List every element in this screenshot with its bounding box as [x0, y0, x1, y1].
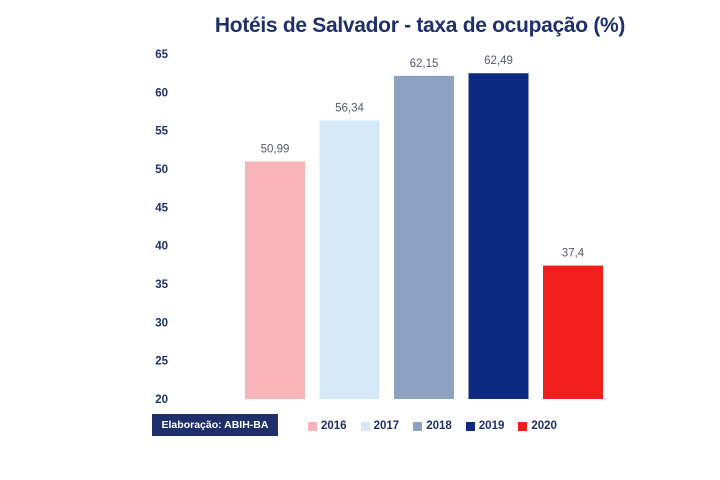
data-label-2020: 37,4: [562, 248, 585, 260]
legend-swatch: [465, 421, 475, 431]
bars: [245, 73, 603, 399]
bar-2017: [319, 120, 380, 399]
legend-item: 2019: [465, 420, 505, 432]
legend-swatch: [518, 421, 528, 431]
legend-item: 2016: [308, 420, 347, 432]
data-label-2019: 62,49: [484, 55, 513, 67]
y-tick-label: 65: [155, 49, 168, 61]
y-tick-label: 50: [155, 164, 168, 176]
y-tick-label: 25: [155, 356, 168, 368]
legend-label: 2017: [373, 420, 400, 432]
y-tick-label: 30: [155, 317, 168, 329]
legend-label: 2020: [531, 420, 557, 432]
bar-2018: [394, 75, 454, 399]
y-tick-label: 45: [155, 202, 168, 214]
bar-2016: [245, 161, 305, 399]
legend-swatch: [308, 421, 317, 431]
bar-2020: [543, 265, 603, 399]
legend-item: 2017: [360, 420, 400, 432]
y-axis: 65 60 55 50 45 40 35 30 25 20: [155, 49, 168, 406]
legend-label: 2016: [321, 420, 347, 432]
y-tick-label: 20: [155, 394, 168, 406]
data-labels: 50,99 56,34 62,15 62,49 37,4: [261, 55, 585, 259]
y-tick-label: 60: [155, 87, 168, 99]
legend-label: 2018: [426, 420, 452, 432]
y-tick-label: 40: [155, 241, 168, 253]
y-tick-label: 55: [155, 126, 168, 138]
legend-swatch: [413, 421, 423, 431]
chart-title: Hotéis de Salvador - taxa de ocupação (%…: [214, 14, 626, 37]
data-label-2016: 50,99: [261, 143, 290, 155]
legend-swatch: [360, 421, 370, 431]
bar-2019: [468, 73, 529, 399]
legend-label: 2019: [478, 420, 505, 432]
legend-item: 2020: [518, 420, 557, 432]
data-label-2017: 56,34: [335, 102, 364, 114]
legend-item: 2018: [413, 420, 452, 432]
source-credit: Elaboração: ABIH-BA: [152, 414, 278, 436]
legend: 2016 2017 2018 2019 2020: [308, 416, 557, 436]
y-tick-label: 35: [155, 279, 168, 291]
data-label-2018: 62,15: [410, 58, 439, 70]
